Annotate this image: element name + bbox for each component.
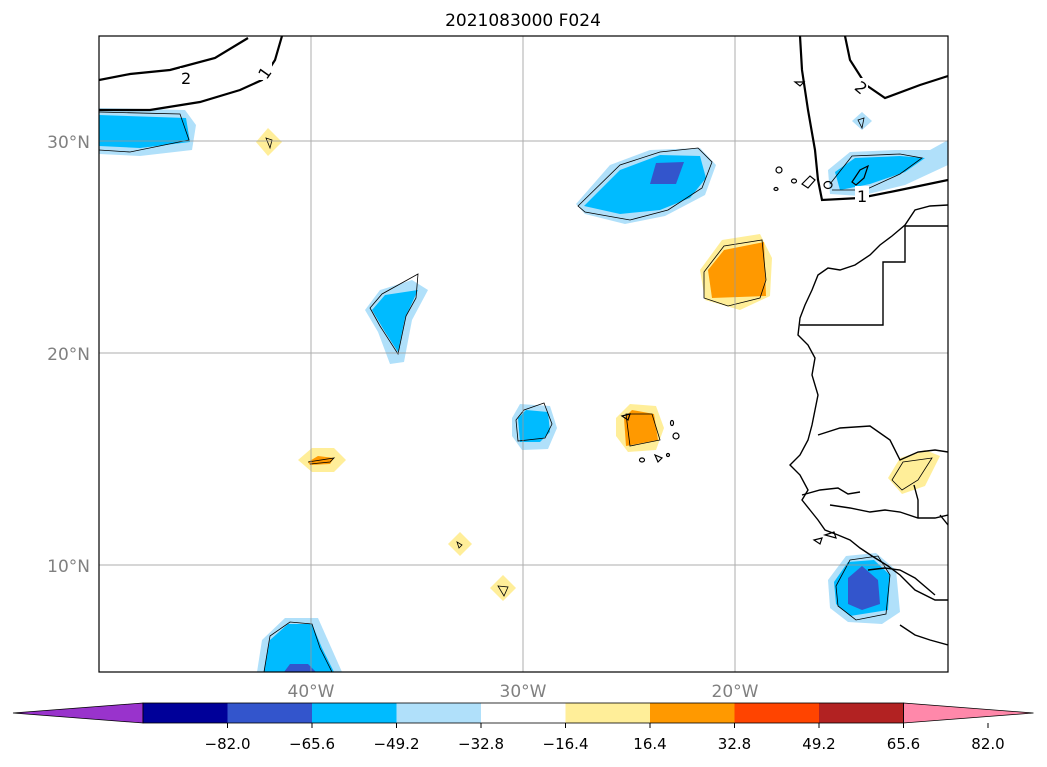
pressure-contours	[99, 36, 948, 202]
blob-yellow-4	[490, 575, 516, 601]
colorbar-segment	[227, 703, 313, 723]
map-plot-area: 2 1 2 1	[99, 36, 948, 672]
colorbar-tick-label: 32.8	[718, 735, 751, 753]
blob-blue-north-dark	[650, 162, 684, 184]
blob-blue-bottomleft-core	[264, 624, 334, 672]
colorbar-tick-label: −16.4	[543, 735, 589, 753]
colorbar-segment	[481, 703, 566, 723]
colorbar-segment	[312, 703, 397, 723]
colorbar-tick-label: 65.6	[887, 735, 920, 753]
anomaly-outlines	[99, 111, 933, 672]
blob-blue-small-top	[852, 112, 872, 130]
lat-tick-20n: 20°N	[47, 345, 90, 365]
blob-orange-east-core	[708, 242, 766, 298]
colorbar-segment	[650, 703, 735, 723]
colorbar-tick-label: −32.8	[458, 735, 504, 753]
colorbar-extend-high	[903, 702, 1034, 724]
blob-yellow-1	[256, 128, 282, 156]
contour-label-2-left: 2	[181, 69, 191, 88]
contour-label-1-right: 1	[857, 187, 867, 206]
colorbar-tick-label: −65.6	[289, 735, 335, 753]
colorbar-tick-label: −82.0	[205, 735, 251, 753]
coastline	[789, 204, 948, 646]
graticule	[99, 36, 948, 672]
lat-tick-30n: 30°N	[47, 133, 90, 153]
blob-orange-capeverde-core	[624, 410, 658, 446]
lon-tick-40w: 40°W	[288, 682, 335, 702]
colorbar: −82.0 −65.6 −49.2 −32.8 −16.4 16.4 32.8 49.2 65.…	[12, 702, 1034, 753]
colorbar-segment	[565, 703, 651, 723]
lat-tick-10n: 10°N	[47, 557, 90, 577]
colorbar-segment	[819, 703, 904, 723]
blob-blue-central-core	[518, 410, 550, 442]
colorbar-segment	[396, 703, 482, 723]
colorbar-tick-label: 49.2	[802, 735, 835, 753]
anomaly-fills	[99, 108, 948, 672]
colorbar-extend-low	[12, 702, 144, 724]
colorbar-tick-label: 16.4	[633, 735, 666, 753]
lat-tick-labels: 30°N 20°N 10°N	[47, 133, 90, 577]
contour-labels: 2 1 2 1	[180, 62, 871, 206]
map-frame	[98, 35, 949, 673]
blob-blue-topleft-core	[99, 115, 190, 148]
colorbar-segment	[734, 703, 820, 723]
colorbar-tick-label: −49.2	[374, 735, 420, 753]
lon-tick-labels: 40°W 30°W 20°W	[288, 682, 759, 702]
colorbar-outline	[142, 702, 904, 724]
blob-blue-mid-core	[372, 290, 418, 352]
colorbar-tick-label: 82.0	[971, 735, 1004, 753]
blob-yellow-east	[888, 450, 940, 494]
lon-tick-20w: 20°W	[712, 682, 759, 702]
blob-blue-bottomleft-dark	[284, 664, 316, 672]
lon-tick-30w: 30°W	[500, 682, 547, 702]
colorbar-segment	[143, 703, 228, 723]
blob-blue-bottomright-dark	[848, 566, 880, 610]
islands	[620, 81, 870, 545]
blob-yellow-2-core	[308, 456, 334, 465]
map-title: 2021083000 F024	[445, 11, 601, 31]
blob-blue-topright-core	[835, 156, 925, 190]
